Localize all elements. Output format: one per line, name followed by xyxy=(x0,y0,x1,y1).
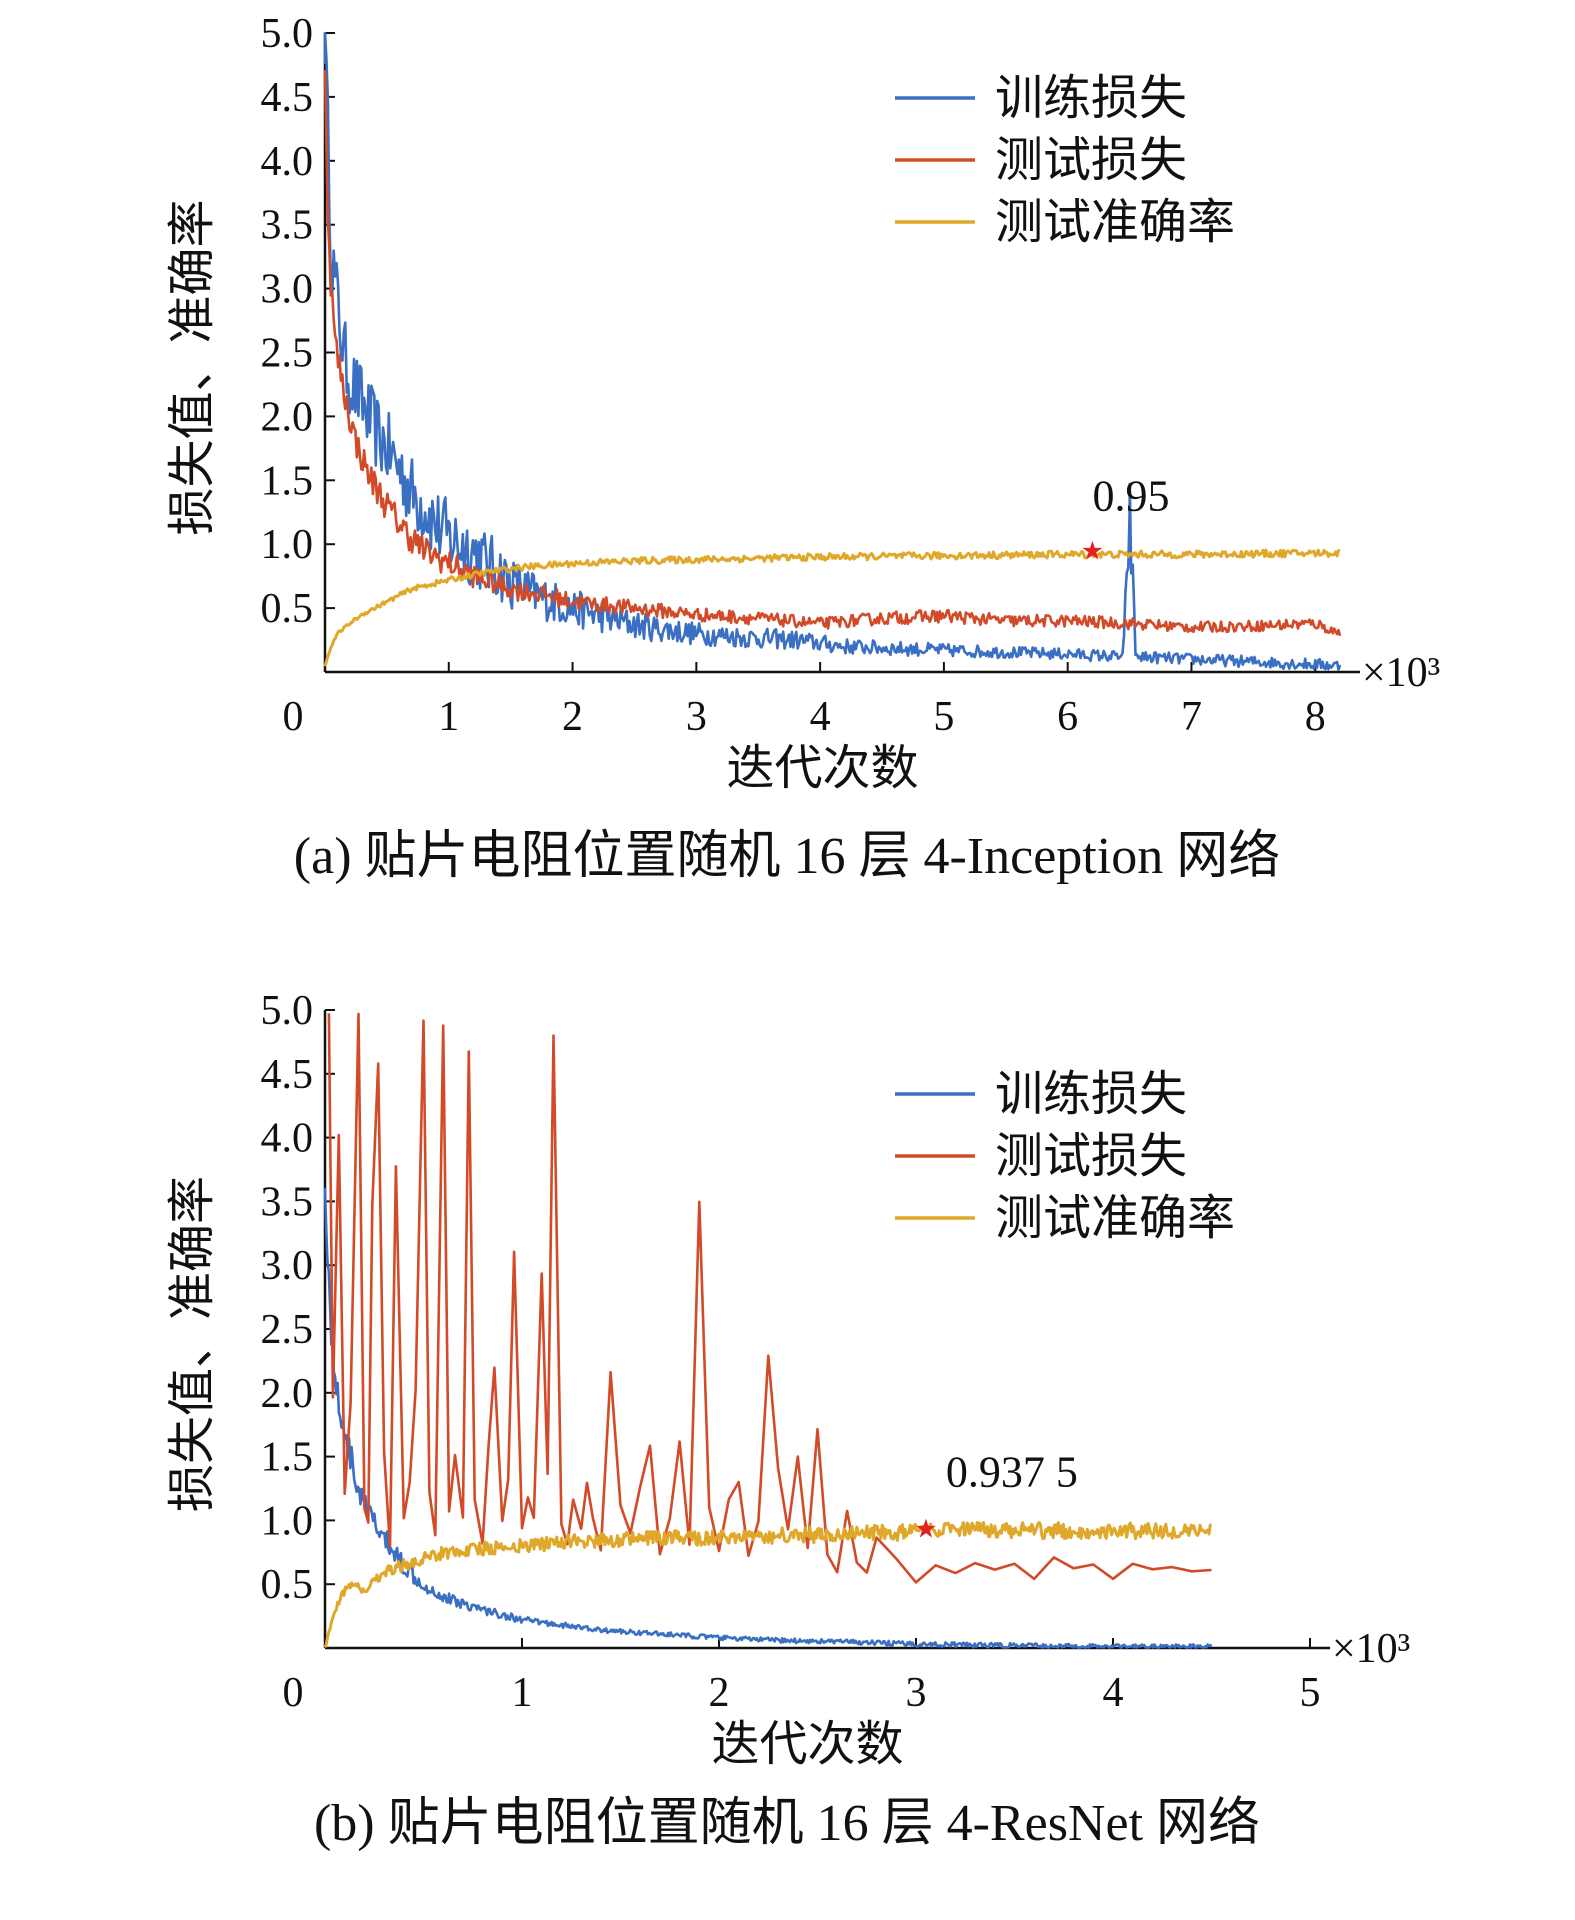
series-line-1 xyxy=(323,1187,1213,1649)
y-tick-label: 3.5 xyxy=(261,1179,314,1225)
y-tick-label: 3.0 xyxy=(261,1243,314,1289)
y-tick-label: 2.0 xyxy=(261,1371,314,1417)
y-tick-label: 4.5 xyxy=(261,1052,314,1098)
y-tick-label: 0.5 xyxy=(261,1562,314,1608)
x-tick-label: 2 xyxy=(562,694,583,740)
legend-label: 训练损失 xyxy=(995,72,1187,125)
y-tick-label: 1.5 xyxy=(261,1435,314,1481)
y-tick-label: 2.5 xyxy=(261,1307,314,1353)
series-line-2 xyxy=(327,1012,1212,1584)
y-tick-label: 5.0 xyxy=(261,11,314,57)
chart-panel-a: 0.5 1.0 1.5 2.0 2.5 3.0 3.5 4.0 4.5 5.0 0 1 2 3 4 5 6 7 8 ×… xyxy=(0,0,1575,940)
x-tick-label: 1 xyxy=(512,1670,533,1716)
x-axis-title: 迭代次数 xyxy=(726,742,918,795)
x-tick-label: 6 xyxy=(1057,694,1078,740)
y-tick-label: 5.0 xyxy=(261,988,314,1034)
x-tick-label: 3 xyxy=(906,1670,927,1716)
x-unit-label: ×10³ xyxy=(1332,1626,1410,1672)
chart-panel-b: 0.5 1.0 1.5 2.0 2.5 3.0 3.5 4.0 4.5 5.0 0 1 2 3 4 5 ×10³… xyxy=(0,980,1575,1920)
y-tick-label: 3.0 xyxy=(261,267,314,313)
legend-label: 训练损失 xyxy=(995,1068,1187,1121)
chart-b: 0.5 1.0 1.5 2.0 2.5 3.0 3.5 4.0 4.5 5.0 0 1 2 3 4 5×10³… xyxy=(166,988,1410,1852)
max-accuracy-marker: ★ xyxy=(914,1514,937,1543)
y-tick-label: 3.5 xyxy=(261,203,314,249)
legend-label: 测试损失 xyxy=(995,134,1187,187)
y-tick-label: 2.0 xyxy=(261,394,314,440)
chart-a: 0.5 1.0 1.5 2.0 2.5 3.0 3.5 4.0 4.5 5.0 0 1 2 3 4 5 6 7 8 ×… xyxy=(166,11,1440,885)
x-tick-label: 2 xyxy=(709,1670,730,1716)
x-tick-label: 0 xyxy=(283,1670,304,1716)
legend-label: 测试准确率 xyxy=(995,196,1235,249)
legend-label: 测试损失 xyxy=(995,1130,1187,1183)
x-tick-label: 1 xyxy=(438,694,459,740)
x-tick-label: 4 xyxy=(1103,1670,1124,1716)
x-axis-title: 迭代次数 xyxy=(711,1718,903,1771)
x-tick-label: 0 xyxy=(283,694,304,740)
y-tick-label: 1.0 xyxy=(261,522,314,568)
legend-label: 测试准确率 xyxy=(995,1192,1235,1245)
series-line-3 xyxy=(323,548,1341,667)
figure-caption: (b) 贴片电阻位置随机 16 层 4-ResNet 网络 xyxy=(314,1795,1260,1852)
x-tick-label: 5 xyxy=(933,694,954,740)
x-tick-label: 5 xyxy=(1300,1670,1321,1716)
series-line-2 xyxy=(323,70,1342,637)
y-tick-label: 4.0 xyxy=(261,139,314,185)
max-accuracy-label: 0.95 xyxy=(1092,472,1169,521)
y-tick-label: 0.5 xyxy=(261,586,314,632)
y-tick-label: 2.5 xyxy=(261,331,314,377)
x-unit-label: ×10³ xyxy=(1362,650,1440,696)
x-tick-label: 7 xyxy=(1181,694,1202,740)
max-accuracy-label: 0.937 5 xyxy=(946,1447,1078,1496)
series-line-3 xyxy=(323,1521,1212,1648)
x-tick-label: 4 xyxy=(810,694,831,740)
y-axis-title: 损失值、准确率 xyxy=(166,1176,219,1512)
y-tick-label: 4.0 xyxy=(261,1116,314,1162)
x-tick-label: 3 xyxy=(686,694,707,740)
y-tick-label: 4.5 xyxy=(261,75,314,121)
y-tick-label: 1.5 xyxy=(261,458,314,504)
y-axis-title: 损失值、准确率 xyxy=(166,199,219,535)
y-tick-label: 1.0 xyxy=(261,1498,314,1544)
x-tick-label: 8 xyxy=(1305,694,1326,740)
max-accuracy-marker: ★ xyxy=(1081,537,1104,566)
figure-caption: (a) 贴片电阻位置随机 16 层 4-Inception 网络 xyxy=(294,828,1280,885)
